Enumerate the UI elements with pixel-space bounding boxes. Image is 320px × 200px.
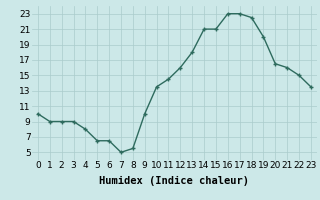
- X-axis label: Humidex (Indice chaleur): Humidex (Indice chaleur): [100, 176, 249, 186]
